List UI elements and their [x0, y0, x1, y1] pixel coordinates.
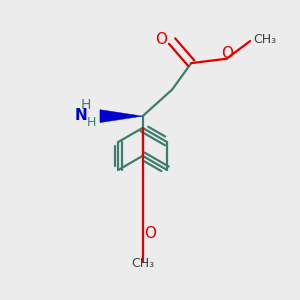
Text: CH₃: CH₃	[131, 257, 154, 270]
Text: O: O	[144, 226, 156, 241]
Text: N: N	[75, 108, 88, 123]
Text: CH₃: CH₃	[254, 33, 277, 46]
Text: H: H	[86, 116, 96, 129]
Polygon shape	[100, 110, 142, 123]
Text: O: O	[221, 46, 233, 61]
Text: H: H	[81, 98, 91, 112]
Text: O: O	[155, 32, 167, 47]
